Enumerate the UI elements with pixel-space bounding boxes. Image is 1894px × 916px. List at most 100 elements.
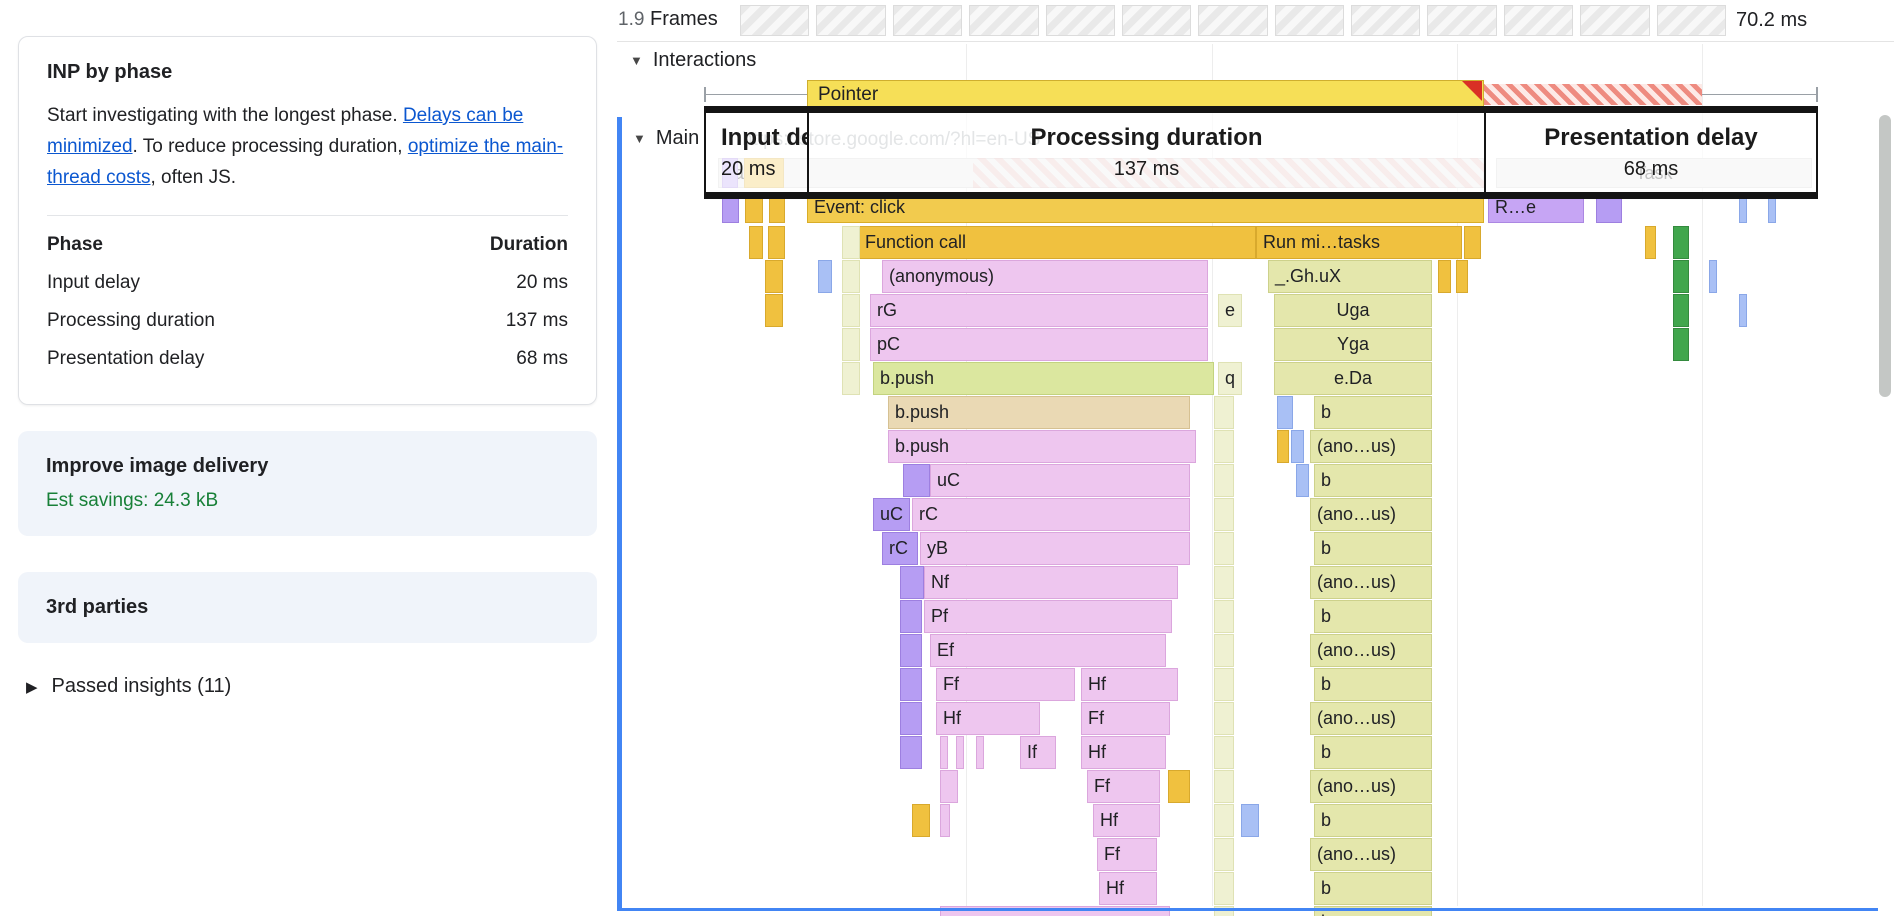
vertical-scrollbar[interactable] <box>1879 115 1891 397</box>
flame-bar-b[interactable]: b <box>1314 668 1432 701</box>
interactions-track-header[interactable]: ▼ Interactions <box>630 49 756 72</box>
flame-bar[interactable] <box>900 600 922 633</box>
flame-bar[interactable] <box>1214 464 1234 497</box>
frame-thumbnail[interactable] <box>1121 5 1192 36</box>
flame-bar-pc[interactable]: pC <box>870 328 1208 361</box>
flame-bar-yga[interactable]: Yga <box>1274 328 1432 361</box>
flame-bar[interactable] <box>940 736 948 769</box>
flame-bar[interactable] <box>818 260 832 293</box>
frame-thumbnail[interactable] <box>1274 5 1345 36</box>
flame-bar-ff[interactable]: Ff <box>936 668 1075 701</box>
flame-bar[interactable] <box>1709 260 1717 293</box>
flame-bar[interactable] <box>1673 226 1689 259</box>
flame-bar-ano-us[interactable]: (ano…us) <box>1310 770 1432 803</box>
delays-minimized-link[interactable]: Delays can be minimized <box>47 105 524 157</box>
flame-bar[interactable] <box>1739 294 1747 327</box>
frame-thumbnail[interactable] <box>740 5 810 36</box>
flame-bar[interactable] <box>1438 260 1451 293</box>
flame-bar-rc[interactable]: rC <box>882 532 918 565</box>
frame-thumbnail[interactable] <box>892 5 963 36</box>
flame-bar[interactable] <box>956 736 964 769</box>
flame-bar[interactable] <box>1214 872 1234 905</box>
flame-bar-hf[interactable]: Hf <box>1081 736 1166 769</box>
flame-bar[interactable] <box>842 294 860 327</box>
flame-bar[interactable] <box>749 226 763 259</box>
optimize-main-thread-link[interactable]: optimize the main-thread costs <box>47 136 564 188</box>
flame-bar[interactable] <box>1214 566 1234 599</box>
flame-bar-ano-us[interactable]: (ano…us) <box>1310 498 1432 531</box>
flame-bar-gh-ux[interactable]: _.Gh.uX <box>1268 260 1432 293</box>
flame-bar[interactable] <box>1214 430 1234 463</box>
flame-bar[interactable] <box>1214 498 1234 531</box>
flame-bar-run-mi-tasks[interactable]: Run mi…tasks <box>1256 226 1462 259</box>
flame-bar[interactable] <box>1214 736 1234 769</box>
flame-bar-e-da[interactable]: e.Da <box>1274 362 1432 395</box>
flame-bar[interactable] <box>842 260 860 293</box>
flame-bar[interactable] <box>1214 906 1234 916</box>
flame-bar[interactable] <box>1214 668 1234 701</box>
frame-thumbnail[interactable] <box>1580 5 1650 36</box>
flame-bar[interactable] <box>940 804 950 837</box>
flame-bar[interactable] <box>1214 804 1234 837</box>
flame-bar-ff[interactable]: Ff <box>1097 838 1157 871</box>
frame-thumbnail[interactable] <box>1045 5 1115 36</box>
frame-thumbnail[interactable] <box>1503 5 1574 36</box>
flame-bar[interactable] <box>940 770 958 803</box>
flame-bar-ano-us[interactable]: (ano…us) <box>1310 702 1432 735</box>
flame-bar-b[interactable]: b <box>1314 464 1432 497</box>
flame-bar[interactable] <box>1673 260 1689 293</box>
flame-bar-hf[interactable]: Hf <box>1099 872 1157 905</box>
flame-bar-b[interactable]: b <box>1314 906 1432 916</box>
flame-bar[interactable] <box>1645 226 1656 259</box>
flame-bar[interactable] <box>1214 396 1234 429</box>
flame-bar-hf[interactable]: Hf <box>1093 804 1160 837</box>
main-track-header[interactable]: ▼ Main <box>633 127 699 150</box>
frame-thumbnail[interactable] <box>969 5 1039 36</box>
flame-bar[interactable] <box>1214 634 1234 667</box>
flame-bar[interactable] <box>900 634 922 667</box>
flame-bar[interactable] <box>1291 430 1304 463</box>
third-parties-card[interactable]: 3rd parties <box>18 572 597 643</box>
flame-bar[interactable] <box>900 702 922 735</box>
flame-bar-ano-us[interactable]: (ano…us) <box>1310 634 1432 667</box>
flame-bar[interactable] <box>1673 294 1689 327</box>
flame-bar[interactable] <box>1214 838 1234 871</box>
frame-thumbnail[interactable] <box>1656 5 1726 36</box>
flame-bar[interactable] <box>1241 804 1259 837</box>
flame-bar[interactable] <box>900 736 922 769</box>
flame-bar[interactable] <box>842 362 860 395</box>
flame-bar[interactable] <box>900 668 922 701</box>
flame-bar-hf[interactable]: Hf <box>936 702 1040 735</box>
flame-bar-nf[interactable]: Nf <box>924 566 1178 599</box>
flame-bar-rg[interactable]: rG <box>870 294 1208 327</box>
flame-bar-ef[interactable]: Ef <box>930 634 1166 667</box>
flame-bar-uga[interactable]: Uga <box>1274 294 1432 327</box>
flame-bar[interactable] <box>1296 464 1309 497</box>
flame-bar[interactable] <box>842 226 860 259</box>
flame-bar[interactable] <box>900 566 924 599</box>
flame-bar[interactable] <box>912 804 930 837</box>
flame-bar[interactable] <box>1168 770 1190 803</box>
flame-bar-b[interactable]: b <box>1314 532 1432 565</box>
flame-bar-function-call[interactable]: Function call <box>858 226 1256 259</box>
flame-bar-ano-us[interactable]: (ano…us) <box>1310 430 1432 463</box>
flame-bar-ano-us[interactable]: (ano…us) <box>1310 838 1432 871</box>
flame-bar-q[interactable]: q <box>1218 362 1242 395</box>
flame-bar-ff[interactable]: Ff <box>1081 702 1170 735</box>
flame-bar-uc[interactable]: uC <box>930 464 1190 497</box>
frame-thumbnail[interactable] <box>1198 5 1268 36</box>
frame-thumbnail[interactable] <box>1427 5 1497 36</box>
flame-bar[interactable] <box>1277 430 1289 463</box>
frame-thumbnail[interactable] <box>1351 5 1421 36</box>
flame-bar-b[interactable]: b <box>1314 600 1432 633</box>
flame-bar-ano-us[interactable]: (ano…us) <box>1310 566 1432 599</box>
flame-bar-if[interactable]: If <box>1020 736 1056 769</box>
passed-insights-toggle[interactable]: ▶ Passed insights (11) <box>18 675 597 698</box>
flame-bar-b[interactable]: b <box>1314 736 1432 769</box>
flame-bar[interactable] <box>1464 226 1481 259</box>
flame-bar-ff[interactable]: Ff <box>1087 770 1160 803</box>
flame-bar-b-push[interactable]: b.push <box>873 362 1214 395</box>
flame-bar-b-push[interactable]: b.push <box>888 430 1196 463</box>
flame-bar-b[interactable]: b <box>1314 804 1432 837</box>
flame-bar-b-push[interactable]: b.push <box>888 396 1190 429</box>
